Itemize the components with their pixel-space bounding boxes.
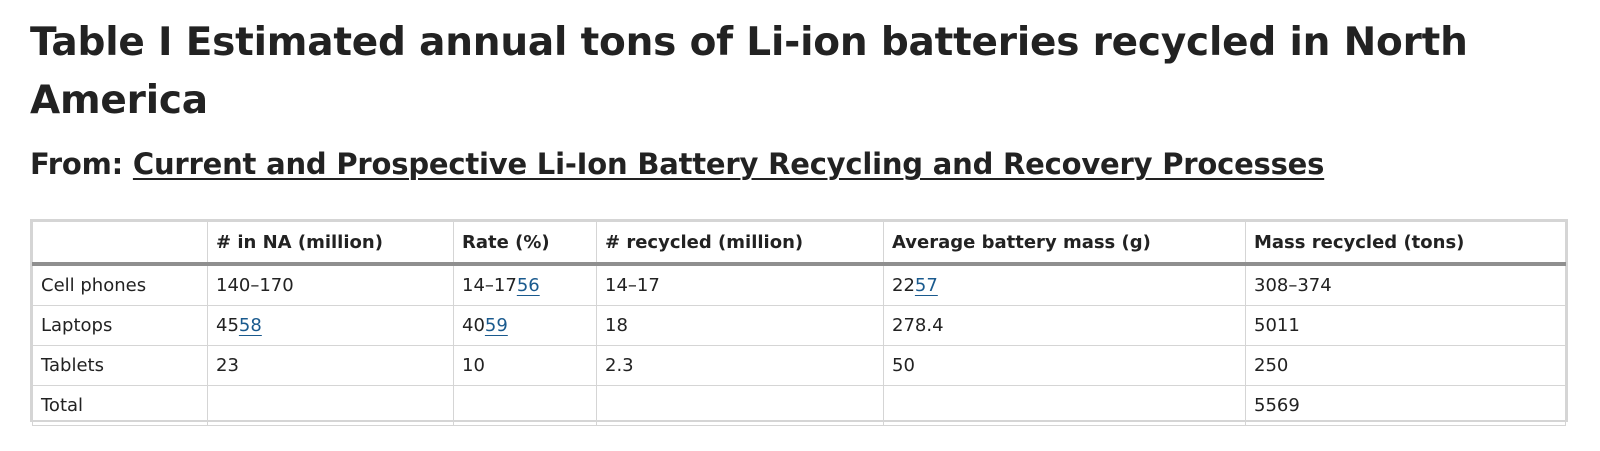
cell-avg-mass: 50: [883, 345, 1246, 386]
table-row: Laptops 4558 4059 18 278.4 5011: [32, 305, 1566, 346]
table-row-total: Total 5569: [32, 385, 1566, 426]
page-content: Table I Estimated annual tons of Li-ion …: [30, 14, 1570, 184]
cell-recycled: [596, 385, 884, 426]
table-header-row: # in NA (million) Rate (%) # recycled (m…: [32, 221, 1566, 266]
cell-recycled: 14–17: [596, 263, 884, 306]
header-recycled: # recycled (million): [596, 221, 884, 266]
cell-avg-mass: [883, 385, 1246, 426]
cell-in-na: [207, 385, 454, 426]
cell-mass-recycled: 5011: [1245, 305, 1566, 346]
table-row: Cell phones 140–170 14–1756 14–17 2257 3…: [32, 263, 1566, 306]
header-category: [32, 221, 208, 266]
reference-link[interactable]: 56: [516, 275, 540, 296]
cell-rate: 14–1756: [453, 263, 597, 306]
cell-rate-value: 40: [462, 315, 485, 336]
cell-rate-value: 14–17: [462, 275, 517, 296]
cell-recycled: 2.3: [596, 345, 884, 386]
cell-category: Laptops: [32, 305, 208, 346]
source-article-link[interactable]: Current and Prospective Li-Ion Battery R…: [132, 147, 1325, 181]
cell-recycled: 18: [596, 305, 884, 346]
cell-mass-recycled: 250: [1245, 345, 1566, 386]
cell-in-na: 140–170: [207, 263, 454, 306]
data-table: # in NA (million) Rate (%) # recycled (m…: [32, 221, 1566, 426]
header-rate: Rate (%): [453, 221, 597, 266]
cell-rate: 4059: [453, 305, 597, 346]
table-row: Tablets 23 10 2.3 50 250: [32, 345, 1566, 386]
cell-rate: 10: [453, 345, 597, 386]
cell-in-na: 23: [207, 345, 454, 386]
cell-category: Cell phones: [32, 263, 208, 306]
data-table-container: # in NA (million) Rate (%) # recycled (m…: [30, 219, 1568, 426]
cell-in-na-value: 45: [216, 315, 239, 336]
page-title: Table I Estimated annual tons of Li-ion …: [30, 20, 1468, 123]
cell-mass-recycled: 5569: [1245, 385, 1566, 426]
reference-link[interactable]: 57: [914, 275, 938, 296]
reference-link[interactable]: 58: [238, 315, 262, 336]
cell-in-na: 4558: [207, 305, 454, 346]
header-mass-recycled: Mass recycled (tons): [1245, 221, 1566, 266]
cell-avg-mass: 278.4: [883, 305, 1246, 346]
cell-category: Tablets: [32, 345, 208, 386]
cell-avg-mass: 2257: [883, 263, 1246, 306]
source-prefix: From:: [30, 147, 133, 181]
header-avg-mass: Average battery mass (g): [883, 221, 1246, 266]
cell-rate: [453, 385, 597, 426]
cell-mass-recycled: 308–374: [1245, 263, 1566, 306]
source-heading: From: Current and Prospective Li-Ion Bat…: [30, 144, 1570, 184]
cell-category: Total: [32, 385, 208, 426]
reference-link[interactable]: 59: [484, 315, 508, 336]
cell-mass-value: 22: [892, 275, 915, 296]
header-in-na: # in NA (million): [207, 221, 454, 266]
